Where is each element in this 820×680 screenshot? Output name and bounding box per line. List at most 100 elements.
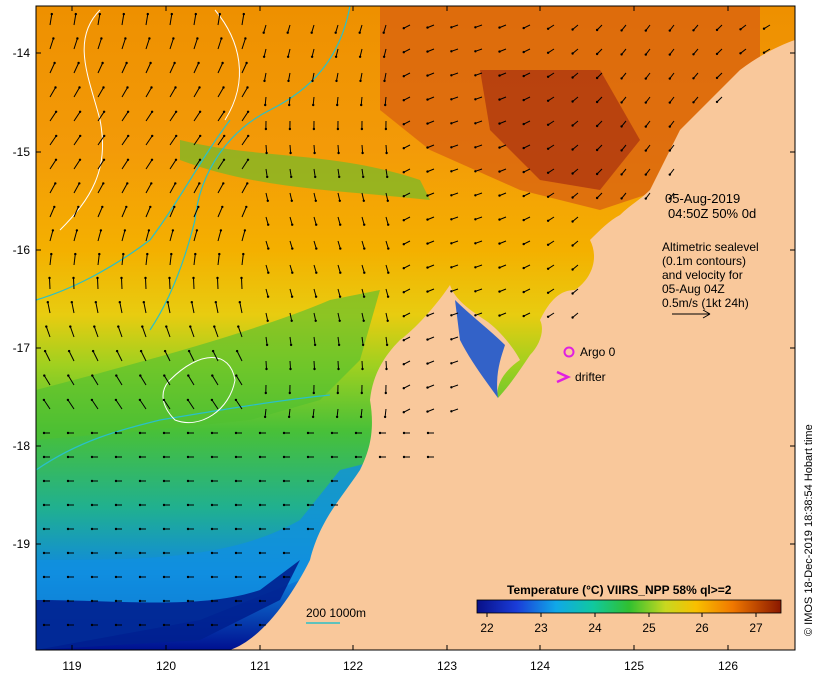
vector-head xyxy=(246,182,249,185)
vector-head xyxy=(213,325,216,328)
vector-head xyxy=(595,172,599,176)
vector-shaft xyxy=(164,350,171,362)
vector-head xyxy=(147,229,151,232)
vector-head xyxy=(498,122,501,125)
vector-shaft xyxy=(169,135,177,146)
vector-head xyxy=(330,479,334,483)
vector-head xyxy=(234,503,238,507)
vector-shaft xyxy=(264,72,267,81)
vector-head xyxy=(288,103,291,107)
vector-head xyxy=(474,242,477,245)
colorbar-ticks: 22 23 24 25 26 27 xyxy=(480,613,763,635)
vector-head xyxy=(138,599,142,603)
vector-head xyxy=(77,205,80,209)
vector-head xyxy=(339,271,342,274)
vector-shaft xyxy=(385,264,389,273)
vector-head xyxy=(644,173,647,176)
vector-head xyxy=(69,325,72,328)
vector-head xyxy=(265,151,268,155)
vector-head xyxy=(223,134,226,138)
vector-head xyxy=(258,551,262,555)
vector-head xyxy=(571,220,574,223)
vector-head xyxy=(288,391,291,395)
vector-shaft xyxy=(361,168,364,177)
vector-head xyxy=(125,205,128,209)
vector-head xyxy=(90,623,94,627)
vector-head xyxy=(235,374,238,377)
vector-head xyxy=(546,171,550,174)
vector-head xyxy=(144,276,147,280)
vector-head xyxy=(361,151,364,155)
vector-shaft xyxy=(187,399,195,410)
vector-head xyxy=(426,290,429,293)
vector-head xyxy=(363,247,366,250)
vector-head xyxy=(546,75,550,79)
vector-head xyxy=(76,37,79,40)
vector-head xyxy=(66,455,70,459)
vector-head xyxy=(450,50,453,53)
vector-head xyxy=(330,455,334,459)
vector-head xyxy=(190,301,193,304)
vector-head xyxy=(138,398,142,402)
vector-shaft xyxy=(97,14,101,26)
vector-shaft xyxy=(193,230,198,242)
vector-head xyxy=(96,276,99,280)
vector-head xyxy=(546,267,550,270)
vector-shaft xyxy=(337,288,341,297)
vector-head xyxy=(571,244,574,247)
vector-shaft xyxy=(121,87,128,98)
vector-head xyxy=(173,61,176,65)
vector-shaft xyxy=(193,183,200,194)
vector-head xyxy=(361,343,365,347)
altimetry-line-3: and velocity for xyxy=(662,268,743,282)
vector-shaft xyxy=(361,216,365,225)
vector-head xyxy=(286,31,289,34)
vector-head xyxy=(186,575,190,579)
vector-shaft xyxy=(336,408,339,417)
vector-head xyxy=(99,229,103,232)
vector-shaft xyxy=(289,336,292,345)
vector-shaft xyxy=(337,192,341,201)
vector-head xyxy=(522,242,525,246)
vector-head xyxy=(50,252,53,256)
vector-head xyxy=(126,86,129,89)
vector-head xyxy=(450,290,453,293)
vector-head xyxy=(138,527,142,531)
vector-head xyxy=(100,37,103,40)
vector-head xyxy=(186,503,190,507)
vector-shaft xyxy=(361,144,364,154)
vector-head xyxy=(498,314,501,317)
vector-shaft xyxy=(43,375,51,386)
vector-head xyxy=(222,110,226,114)
vector-head xyxy=(90,551,94,555)
vector-head xyxy=(218,252,221,256)
colorbar-title: Temperature (°C) VIIRS_NPP 58% ql>=2 xyxy=(507,583,732,597)
vector-head xyxy=(314,319,317,322)
vector-head xyxy=(314,175,317,179)
vector-head xyxy=(450,362,453,365)
lat-tick-label: -14 xyxy=(13,46,31,60)
vector-head xyxy=(402,219,405,222)
vector-head xyxy=(426,98,429,101)
vector-shaft xyxy=(193,206,199,218)
vector-head xyxy=(258,455,262,459)
vector-head xyxy=(668,101,671,104)
vector-head xyxy=(330,503,334,507)
vector-shaft xyxy=(241,230,246,242)
vector-head xyxy=(644,125,647,128)
vector-shaft xyxy=(265,288,269,297)
vector-head xyxy=(114,503,118,507)
vector-head xyxy=(644,149,647,152)
vector-shaft xyxy=(143,302,147,314)
velocity-vectors xyxy=(42,12,771,627)
vector-head xyxy=(546,27,550,30)
vector-head xyxy=(383,415,387,419)
vector-head xyxy=(692,77,695,80)
vector-head xyxy=(311,415,315,419)
vector-shaft xyxy=(311,24,315,33)
vector-shaft xyxy=(360,408,363,417)
vector-head xyxy=(66,527,70,531)
vector-head xyxy=(114,623,118,627)
vector-head xyxy=(90,575,94,579)
vector-head xyxy=(715,76,719,80)
